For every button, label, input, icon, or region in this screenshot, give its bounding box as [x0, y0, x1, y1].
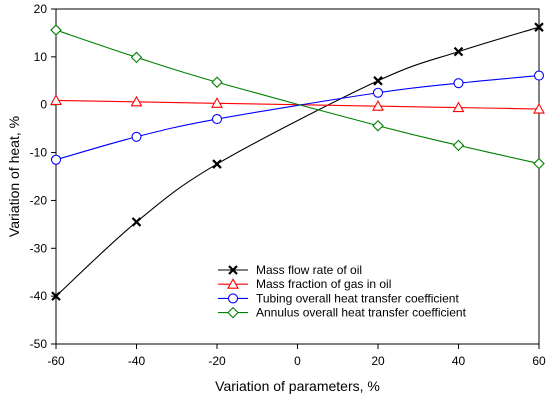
data-point — [50, 24, 62, 36]
x-tick-label: -40 — [128, 354, 146, 368]
y-tick-label: 0 — [40, 98, 47, 112]
legend-marker — [228, 265, 238, 275]
data-point — [212, 159, 222, 169]
data-point — [130, 95, 143, 107]
data-point — [533, 70, 545, 81]
data-point — [533, 157, 545, 170]
legend-label: Mass flow rate of oil — [256, 263, 362, 277]
y-tick-label: 10 — [34, 50, 48, 64]
data-point — [131, 217, 142, 227]
legend-marker — [227, 306, 239, 319]
data-point — [50, 154, 62, 165]
data-point — [211, 97, 223, 108]
data-point — [372, 87, 384, 98]
series-line — [55, 29, 540, 165]
legend-marker — [227, 293, 239, 304]
data-point — [211, 114, 223, 125]
y-tick-label: -10 — [30, 146, 48, 160]
series-4 — [50, 24, 545, 170]
legend-entry: Tubing overall heat transfer coefficient — [218, 291, 459, 305]
y-tick-label: -50 — [30, 337, 48, 351]
x-tick-label: 20 — [371, 354, 385, 368]
y-tick-label: 20 — [34, 2, 48, 16]
data-point — [453, 46, 464, 57]
x-tick-label: 60 — [532, 354, 546, 368]
data-point — [452, 101, 465, 113]
data-point — [533, 102, 545, 114]
x-tick-label: -20 — [208, 354, 226, 368]
x-tick-label: 0 — [294, 354, 301, 368]
series-layer — [50, 22, 545, 301]
data-point — [372, 119, 384, 132]
y-tick-label: -30 — [30, 241, 48, 255]
y-axis-label: Variation of heat, % — [6, 116, 22, 237]
data-point — [452, 139, 465, 152]
legend-entry: Mass flow rate of oil — [218, 263, 362, 277]
x-axis-label: Variation of parameters, % — [215, 378, 380, 394]
data-point — [50, 94, 62, 105]
legend-label: Tubing overall heat transfer coefficient — [256, 291, 459, 305]
y-tick-label: -40 — [30, 289, 48, 303]
x-tick-label: 40 — [452, 354, 466, 368]
legend-entry: Annulus overall heat transfer coefficien… — [218, 306, 467, 320]
data-point — [130, 51, 143, 64]
data-point — [211, 76, 223, 88]
data-point — [372, 100, 384, 111]
legend-label: Annulus overall heat transfer coefficien… — [256, 306, 467, 320]
legend-entry: Mass fraction of gas in oil — [218, 277, 391, 291]
legend-label: Mass fraction of gas in oil — [256, 277, 391, 291]
series-1 — [51, 22, 544, 301]
data-point — [534, 22, 544, 32]
data-point — [131, 131, 142, 142]
series-line — [55, 26, 540, 297]
x-tick-label: -60 — [47, 354, 65, 368]
data-point — [51, 291, 61, 301]
y-tick-label: -20 — [30, 193, 48, 207]
series-3 — [50, 70, 545, 165]
axis-ticks: -60 -40 -20 0 20 40 60 -50 -40 -30 -20 -10 0 10 20 — [30, 2, 546, 368]
legend-marker — [227, 278, 239, 289]
data-point — [453, 78, 464, 89]
data-point — [373, 76, 383, 86]
